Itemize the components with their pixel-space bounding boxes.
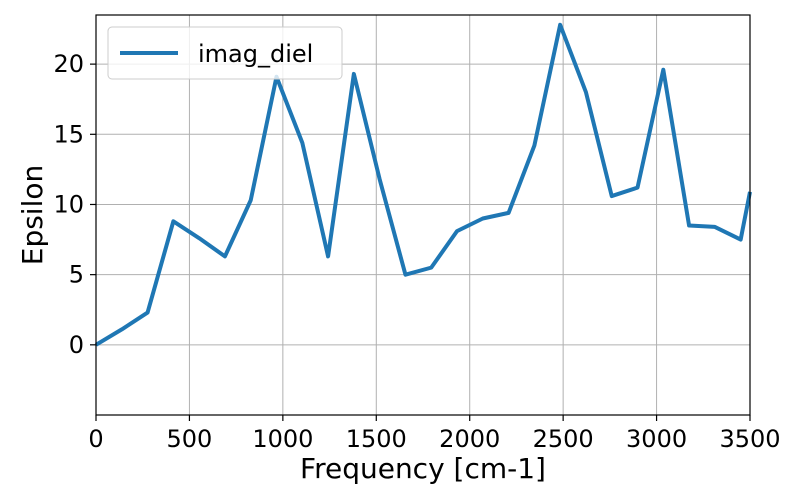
x-tick-label: 1000 xyxy=(252,425,313,453)
x-axis-title: Frequency [cm-1] xyxy=(300,452,546,485)
series-line-imag-diel xyxy=(94,22,752,347)
x-tick-label: 3000 xyxy=(626,425,687,453)
y-tick-label: 5 xyxy=(69,261,84,289)
series-layer xyxy=(94,22,752,347)
x-tick-label: 1500 xyxy=(346,425,407,453)
legend-box xyxy=(107,26,343,80)
plot-frame xyxy=(95,14,751,416)
y-tick-label: 15 xyxy=(53,120,84,148)
y-axis-title: Epsilon xyxy=(16,165,49,266)
legend: imag_diel xyxy=(107,26,343,80)
axis-ticks: 0 500 1000 1500 2000 2500 3000 3500 0 5 10 15 20 xyxy=(53,50,780,453)
x-tick-label: 2500 xyxy=(533,425,594,453)
y-tick-label: 0 xyxy=(69,331,84,359)
y-tick-label: 10 xyxy=(53,190,84,218)
legend-label-imag-diel: imag_diel xyxy=(198,40,313,68)
x-tick-label: 0 xyxy=(88,425,103,453)
x-tick-label: 2000 xyxy=(439,425,500,453)
x-tick-label: 3500 xyxy=(719,425,780,453)
y-tick-label: 20 xyxy=(53,50,84,78)
grid-lines xyxy=(95,15,751,415)
x-tick-label: 500 xyxy=(167,425,213,453)
